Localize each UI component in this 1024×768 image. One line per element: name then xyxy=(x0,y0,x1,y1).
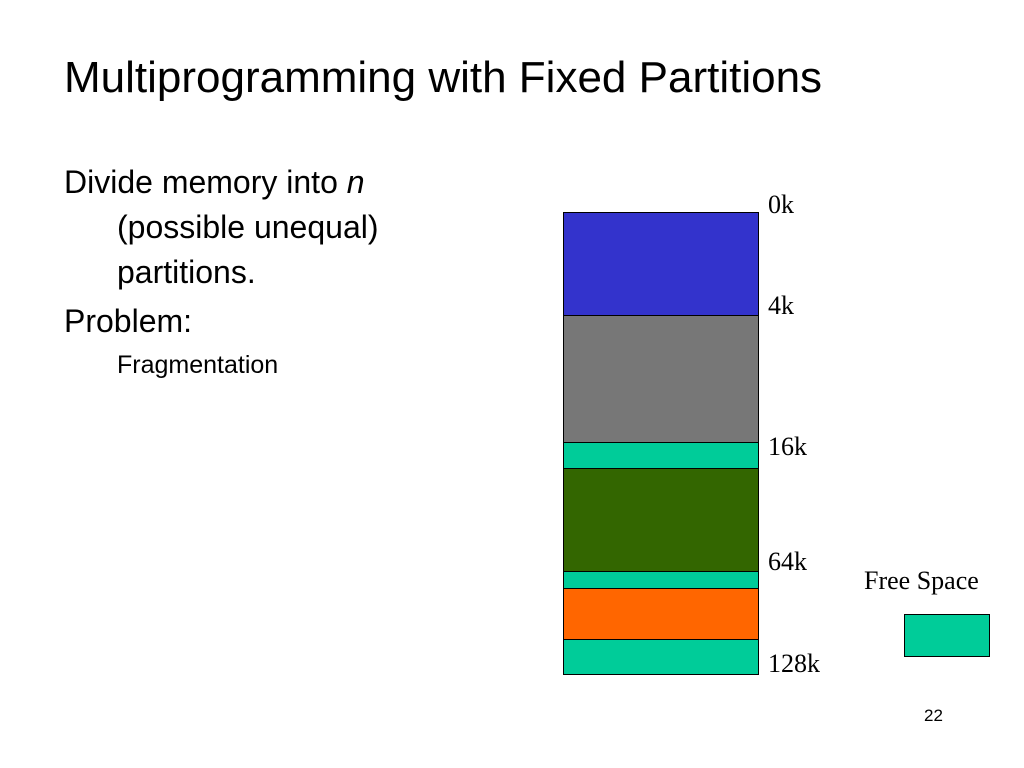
sub-bullet-fragmentation: Fragmentation xyxy=(117,351,279,379)
address-label-0k: 0k xyxy=(768,190,794,219)
legend-label: Free Space xyxy=(864,566,979,595)
address-label-64k: 64k xyxy=(768,547,807,576)
memory-segment-partition-3 xyxy=(563,468,759,572)
bullet-list: Divide memory into n (possible unequal) … xyxy=(64,160,484,382)
bullet-text-prefix: Divide memory into xyxy=(64,164,347,200)
slide-title: Multiprogramming with Fixed Partitions xyxy=(64,53,823,102)
bullet-problem: Problem: xyxy=(64,303,193,339)
address-label-16k: 16k xyxy=(768,432,807,461)
memory-segment-free-3 xyxy=(563,639,759,675)
memory-segment-partition-1 xyxy=(563,212,759,316)
memory-segment-partition-4 xyxy=(563,588,759,640)
legend-swatch xyxy=(904,614,990,657)
bullet-divide-memory: Divide memory into n (possible unequal) … xyxy=(64,160,484,295)
address-label-4k: 4k xyxy=(768,291,794,320)
address-label-128k: 128k xyxy=(768,649,820,678)
page-number: 22 xyxy=(924,706,943,725)
variable-n: n xyxy=(346,164,365,200)
memory-segment-free-2 xyxy=(563,571,759,589)
memory-segment-partition-2 xyxy=(563,315,759,443)
memory-segment-free-1 xyxy=(563,442,759,469)
bullet-text-suffix: (possible unequal) partitions. xyxy=(117,209,379,290)
